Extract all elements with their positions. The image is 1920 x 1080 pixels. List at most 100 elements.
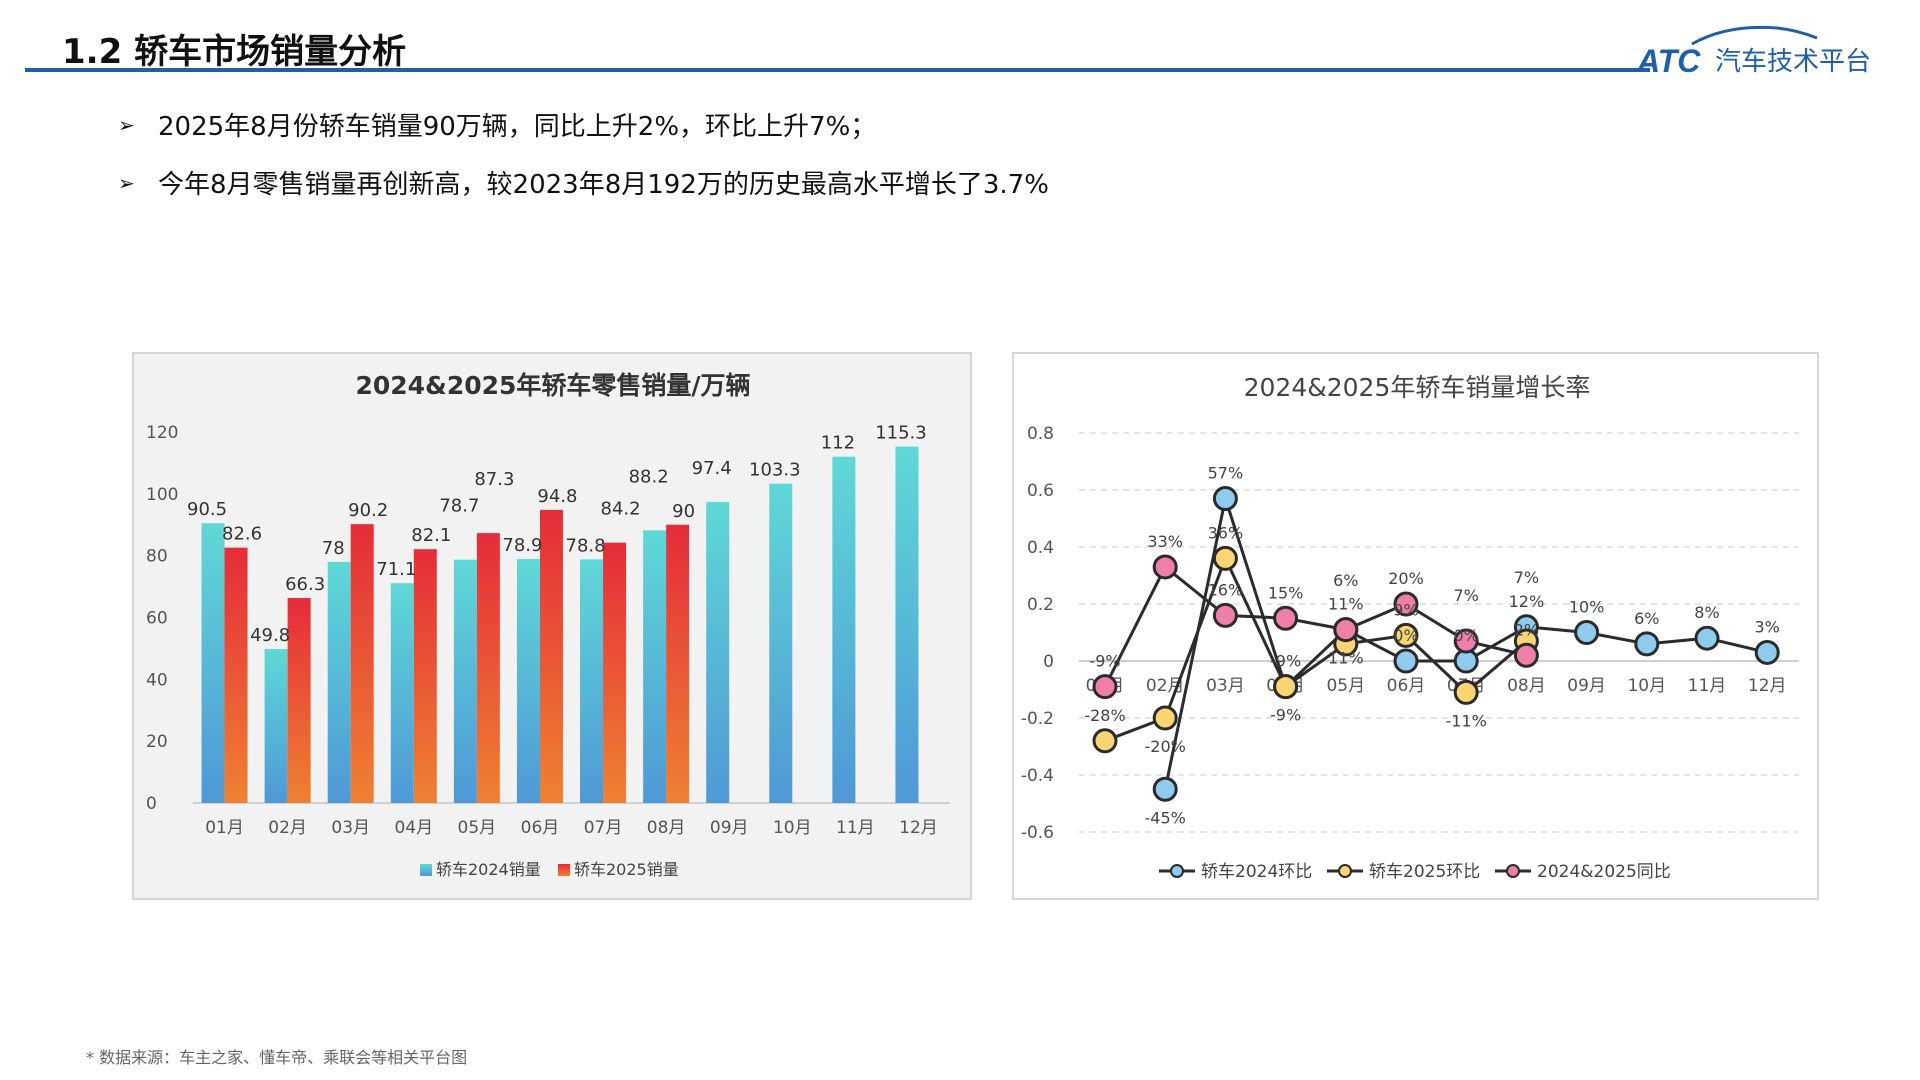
bar-2025: [224, 547, 248, 803]
data-label: 6%: [1333, 571, 1358, 590]
bullet-text: 今年8月零售销量再创新高，较2023年8月192万的历史最高水平增长了3.7%: [158, 170, 1049, 200]
data-point: [1092, 728, 1118, 754]
y-tick-label: 0.6: [1027, 481, 1054, 501]
y-tick-label: 0.8: [1027, 424, 1054, 444]
x-tick-label: 03月: [1206, 676, 1245, 696]
bar-2024: [327, 561, 351, 803]
bullet-item: ➢ 今年8月零售销量再创新高，较2023年8月192万的历史最高水平增长了3.7%: [118, 164, 1049, 201]
x-tick-label: 08月: [647, 818, 686, 838]
data-label: 0%: [1393, 626, 1418, 645]
bar-2025: [413, 549, 437, 803]
data-label: 0%: [1454, 626, 1479, 645]
data-point: [1754, 639, 1780, 665]
svg-text:汽车技术平台: 汽车技术平台: [1715, 47, 1871, 77]
x-tick-label: 06月: [1387, 676, 1426, 696]
bar-data-label: 82.6: [222, 524, 262, 545]
bar-data-label: 82.1: [411, 525, 451, 546]
x-tick-label: 03月: [331, 818, 370, 838]
data-source-note: * 数据来源：车主之家、懂车帝、乘联会等相关平台图: [86, 1048, 468, 1067]
legend-marker: [1506, 864, 1520, 878]
atc-logo: ATC 汽车技术平台: [1637, 25, 1871, 78]
bar-2024: [453, 559, 477, 803]
y-tick-label: 100: [146, 485, 178, 505]
y-tick-label: -0.4: [1021, 766, 1054, 786]
bar-data-label: 90: [672, 501, 695, 522]
x-tick-label: 02月: [268, 818, 307, 838]
data-label: 10%: [1569, 598, 1605, 617]
title-underline: [25, 68, 1650, 72]
bar-data-label: 88.2: [629, 466, 669, 487]
arrow-bullet-icon: ➢: [118, 112, 135, 137]
data-point: [1513, 642, 1539, 668]
bar-2024: [769, 483, 793, 803]
y-tick-label: -0.2: [1021, 709, 1054, 729]
y-tick-label: 0.2: [1027, 595, 1054, 615]
data-label: 11%: [1328, 649, 1364, 668]
bar-data-label: 78.9: [502, 535, 542, 556]
bar-2025: [476, 533, 500, 803]
bar-2024: [264, 649, 288, 803]
bar-2024: [706, 501, 730, 803]
data-label: 7%: [1454, 586, 1479, 605]
bar-data-label: 115.3: [875, 423, 927, 444]
data-point: [1212, 545, 1238, 571]
line-chart: 2024&2025年轿车销量增长率 -0.6 -0.4 -0.2 0 0.2 0.4 0.6 0…: [1021, 373, 1799, 882]
chart-title: 2024&2025年轿车零售销量/万辆: [355, 371, 750, 400]
bar-data-label: 90.2: [348, 500, 388, 521]
bar-data-label: 94.8: [537, 486, 577, 507]
legend-label: 轿车2024销量: [436, 860, 541, 879]
data-label: 36%: [1208, 523, 1244, 542]
data-point: [1152, 554, 1178, 580]
y-tick-label: 80: [146, 547, 168, 567]
bullet-item: ➢ 2025年8月份轿车销量90万辆，同比上升2%，环比上升7%；: [118, 106, 876, 143]
y-tick-label: -0.6: [1021, 823, 1054, 843]
bar-2025: [350, 524, 374, 803]
legend-marker: [1338, 864, 1352, 878]
x-tick-label: 10月: [773, 818, 812, 838]
data-label: 33%: [1147, 532, 1183, 551]
data-point: [1694, 625, 1720, 651]
x-tick-label: 08月: [1507, 676, 1546, 696]
bar-data-label: 78.7: [439, 496, 479, 517]
bar-data-label: 90.5: [187, 499, 227, 520]
data-point: [1453, 679, 1479, 705]
legend-swatch: [420, 864, 432, 876]
data-point: [1393, 622, 1419, 648]
data-label: 57%: [1208, 464, 1244, 483]
data-point: [1574, 620, 1600, 645]
page-title: 1.2 轿车市场销量分析: [62, 32, 407, 72]
legend-label: 轿车2024环比: [1201, 862, 1312, 882]
data-point: [1092, 674, 1118, 700]
bar-2024: [643, 530, 667, 803]
y-tick-label: 60: [146, 609, 168, 629]
data-label: 2%: [1514, 620, 1539, 639]
bar-chart: 2024&2025年轿车零售销量/万辆 0 20 40 60 80 100 120 01月 02月…: [146, 371, 950, 879]
data-point: [1152, 705, 1178, 731]
x-tick-label: 05月: [1326, 676, 1365, 696]
chart-title: 2024&2025年轿车销量增长率: [1244, 373, 1591, 402]
x-tick-label: 12月: [899, 818, 938, 838]
x-tick-label: 05月: [458, 818, 497, 838]
y-tick-label: 0: [1043, 652, 1054, 672]
data-label: 11%: [1328, 595, 1364, 614]
series-line: [1104, 554, 1528, 743]
bar-2024: [580, 559, 604, 803]
line-chart-panel: 2024&2025年轿车销量增长率 -0.6 -0.4 -0.2 0 0.2 0.4 0.6 0…: [1012, 352, 1819, 900]
legend-label: 轿车2025环比: [1369, 862, 1480, 882]
bar-data-label: 66.3: [285, 574, 325, 595]
y-tick-label: 40: [146, 670, 168, 690]
arrow-bullet-icon: ➢: [118, 170, 135, 195]
data-label: 15%: [1268, 583, 1304, 602]
bar-data-label: 71.1: [376, 559, 416, 580]
bar-data-label: 78: [322, 538, 345, 559]
data-label: 6%: [1634, 609, 1659, 628]
data-label: -20%: [1145, 737, 1186, 756]
data-point: [1393, 591, 1419, 617]
y-tick-label: 20: [146, 732, 168, 752]
bar-data-label: 49.8: [250, 625, 290, 646]
data-point: [1273, 674, 1299, 700]
data-label: -9%: [1270, 706, 1301, 725]
data-label: -28%: [1084, 706, 1125, 725]
bar-2025: [539, 509, 563, 803]
legend-label: 2024&2025同比: [1537, 862, 1671, 882]
